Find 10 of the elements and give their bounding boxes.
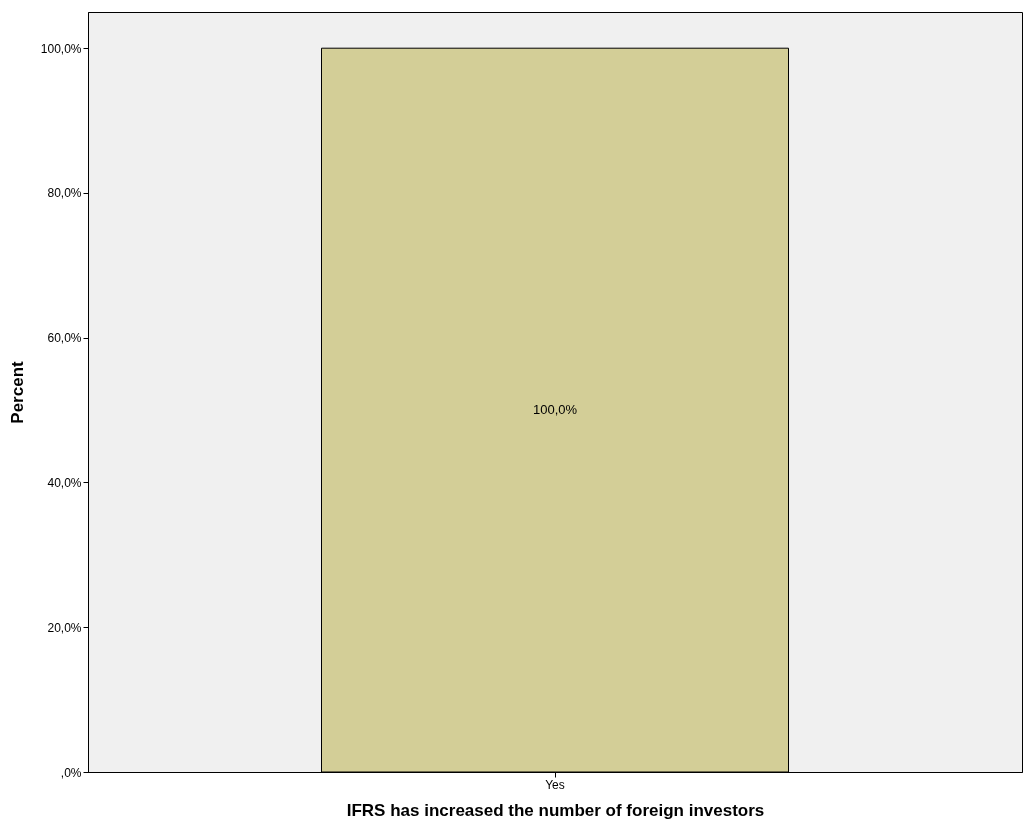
y-tick-label: 40,0% xyxy=(47,475,82,490)
y-tick-label: ,0% xyxy=(60,765,82,780)
y-tick-label: 20,0% xyxy=(47,620,82,635)
y-tick-label: 80,0% xyxy=(47,186,82,201)
y-axis-title: Percent xyxy=(7,360,27,424)
x-axis-title: IFRS has increased the number of foreign investors xyxy=(346,800,765,820)
y-tick-label: 100,0% xyxy=(40,41,82,56)
data-label: 100,0% xyxy=(532,402,578,418)
y-tick-label: 60,0% xyxy=(47,331,82,346)
x-tick-label: Yes xyxy=(545,777,565,792)
